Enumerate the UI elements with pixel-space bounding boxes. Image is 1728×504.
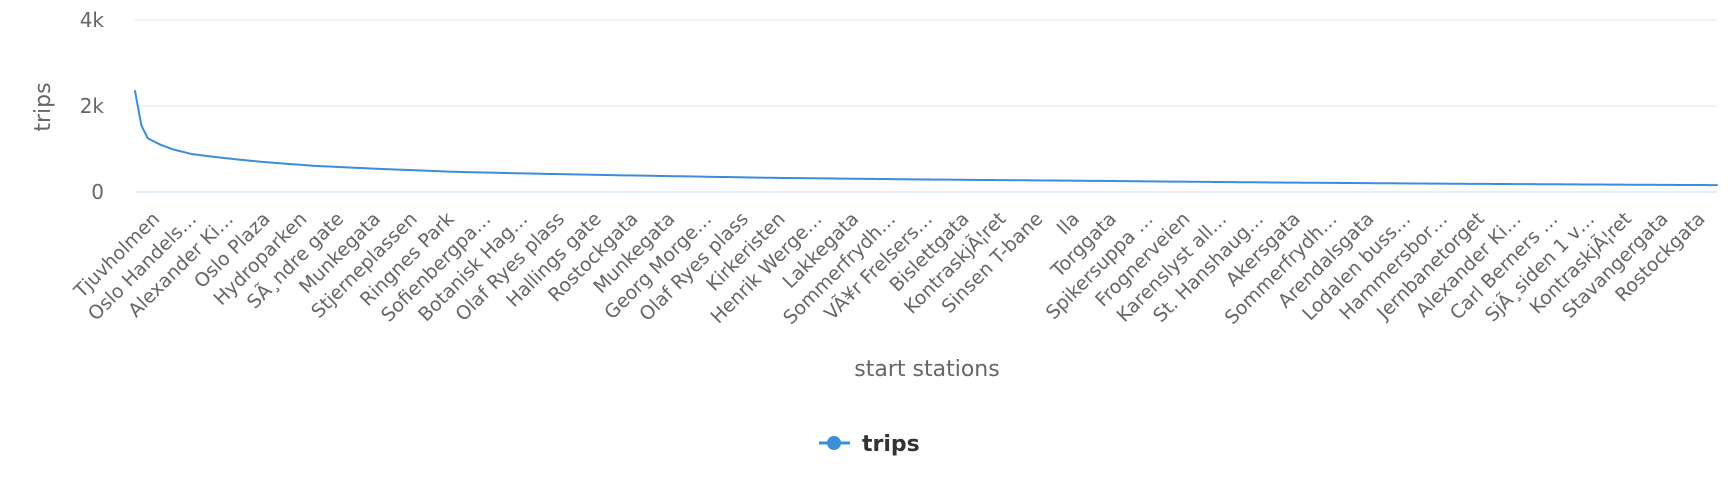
legend[interactable]: trips [819, 432, 920, 457]
legend-marker-icon [827, 436, 841, 450]
y-axis-ticks: 0 2k 4k [80, 8, 105, 204]
y-tick-label: 4k [80, 8, 105, 32]
y-tick-label: 0 [91, 180, 104, 204]
series-line-trips [134, 89, 1718, 187]
x-axis-title: start stations [854, 357, 999, 382]
legend-item-trips[interactable]: trips [862, 432, 920, 457]
y-axis-title: trips [31, 82, 56, 131]
y-tick-label: 2k [80, 94, 105, 118]
grid [135, 19, 1717, 193]
